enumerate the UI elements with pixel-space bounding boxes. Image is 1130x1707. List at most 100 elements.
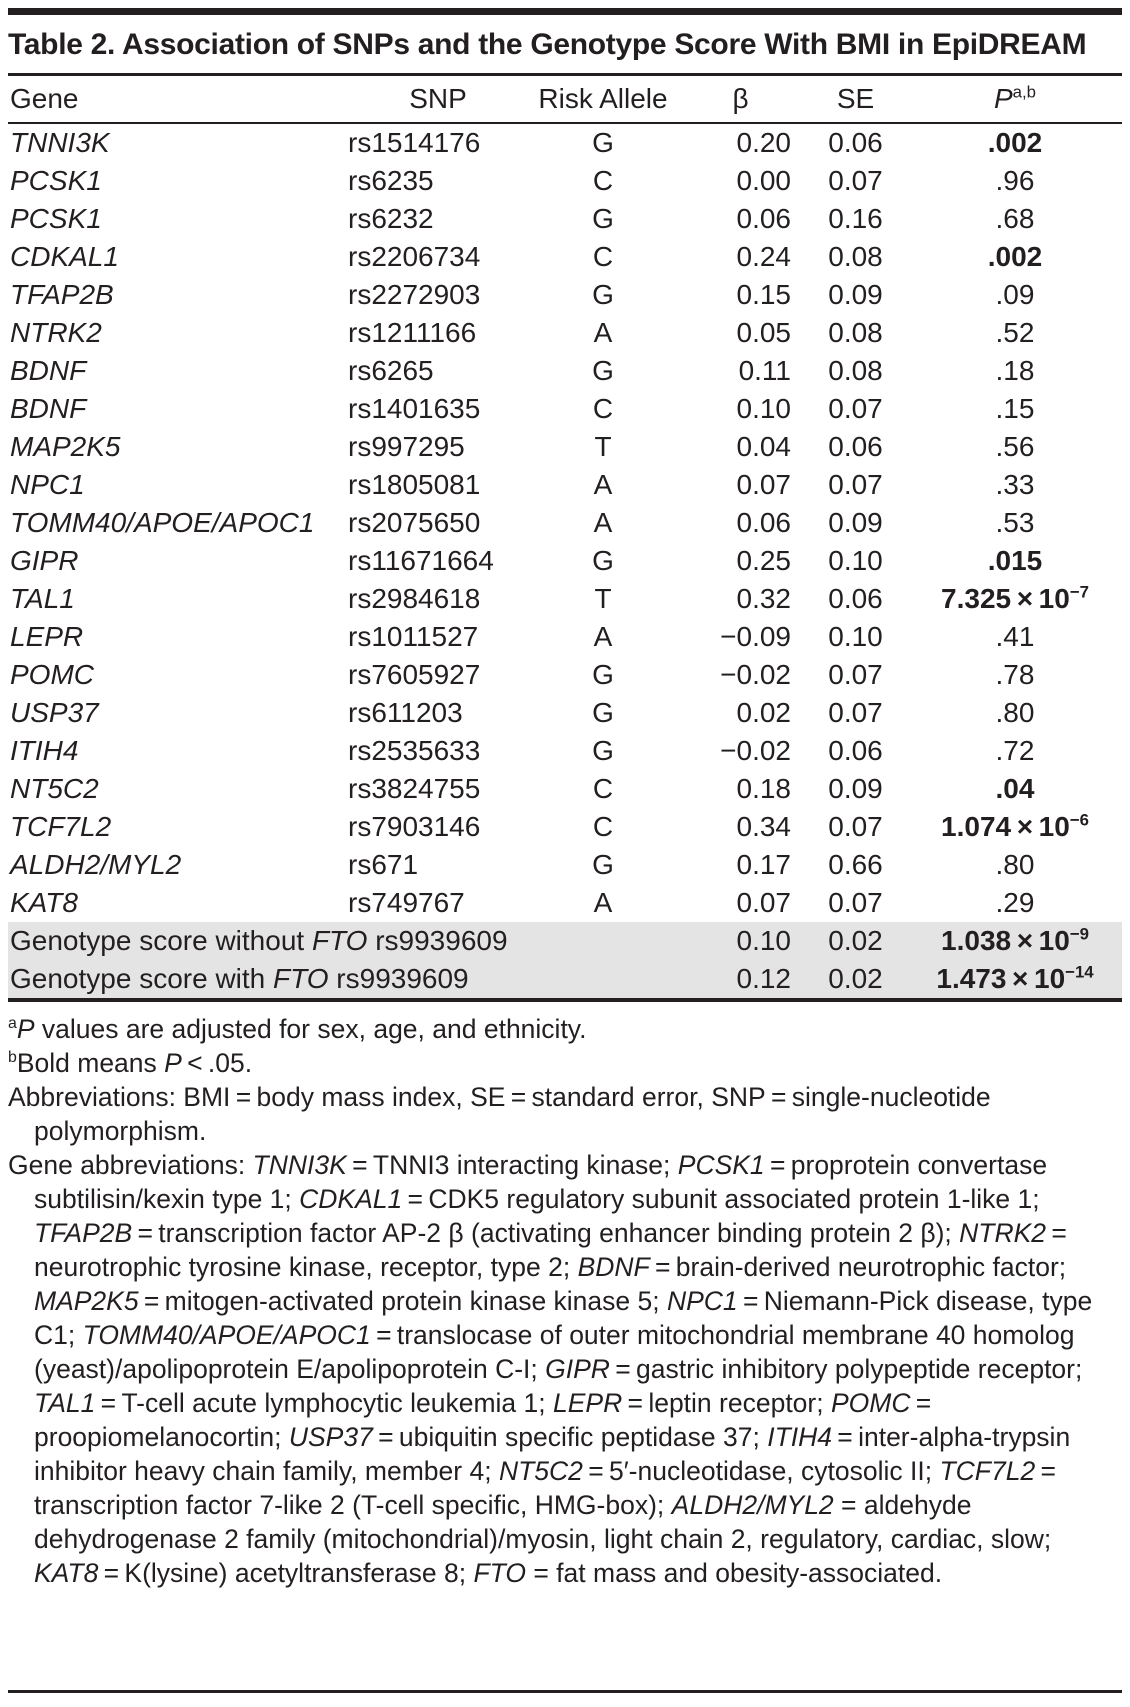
se-cell: 0.09 bbox=[828, 507, 883, 539]
p-value-cell: .56 bbox=[995, 431, 1035, 463]
beta-cell: 0.15 bbox=[736, 279, 792, 311]
col-header-snp: SNP bbox=[348, 74, 528, 125]
table-row: ALDH2/MYL2 rs671 G 0.17 0.66 .80 bbox=[8, 846, 1122, 884]
p-value-cell: .015 bbox=[987, 545, 1043, 577]
beta-cell: 0.24 bbox=[736, 241, 792, 273]
gene-cell: TAL1 bbox=[10, 583, 75, 615]
snp-cell: rs7605927 bbox=[348, 659, 481, 691]
table-row: POMC rs7605927 G −0.02 0.07 .78 bbox=[8, 656, 1122, 694]
se-cell: 0.10 bbox=[828, 621, 883, 653]
snp-cell: rs671 bbox=[348, 849, 419, 881]
snp-cell: rs2984618 bbox=[348, 583, 481, 615]
gene-cell: MAP2K5 bbox=[10, 431, 121, 463]
snp-cell: rs2075650 bbox=[348, 507, 481, 539]
gene-cell: TOMM40/APOE/APOC1 bbox=[10, 507, 315, 539]
risk-allele-cell: A bbox=[593, 507, 613, 539]
snp-cell: rs1514176 bbox=[348, 127, 481, 159]
footnote-abbreviations: Abbreviations: BMI = body mass index, SE… bbox=[8, 1082, 991, 1147]
se-cell: 0.06 bbox=[828, 431, 883, 463]
genotype-score-label: Genotype score without FTO rs9939609 bbox=[8, 922, 678, 961]
p-value-cell: .29 bbox=[995, 887, 1035, 919]
beta-cell: 0.34 bbox=[736, 811, 792, 843]
footnote-bold-meaning: bBold means P < .05. bbox=[8, 1048, 253, 1079]
snp-cell: rs997295 bbox=[348, 431, 465, 463]
risk-allele-cell: G bbox=[592, 545, 614, 577]
se-cell: 0.06 bbox=[828, 735, 883, 767]
beta-cell: 0.06 bbox=[736, 203, 792, 235]
p-value-cell: .002 bbox=[987, 241, 1043, 273]
p-value-cell: .80 bbox=[995, 697, 1035, 729]
gene-cell: PCSK1 bbox=[10, 165, 102, 197]
risk-allele-cell: G bbox=[592, 735, 614, 767]
risk-allele-cell: G bbox=[592, 203, 614, 235]
se-cell: 0.66 bbox=[828, 849, 883, 881]
risk-allele-cell: G bbox=[592, 659, 614, 691]
table-row: GIPR rs11671664 G 0.25 0.10 .015 bbox=[8, 542, 1122, 580]
p-value-cell: .33 bbox=[995, 469, 1035, 501]
se-cell: 0.16 bbox=[828, 203, 883, 235]
snp-cell: rs6235 bbox=[348, 165, 434, 197]
risk-allele-cell: C bbox=[592, 165, 614, 197]
p-value-cell: 7.325 × 10−7 bbox=[941, 582, 1089, 615]
snp-cell: rs1211166 bbox=[348, 317, 477, 349]
snp-association-table: Gene SNP Risk Allele β SE Pa,b TNNI3K rs1… bbox=[8, 73, 1122, 1003]
beta-cell: 0.20 bbox=[736, 127, 792, 159]
table-row: KAT8 rs749767 A 0.07 0.07 .29 bbox=[8, 884, 1122, 922]
beta-cell: −0.02 bbox=[720, 659, 791, 691]
risk-allele-cell: A bbox=[593, 621, 613, 653]
footnote-gene-abbreviations: Gene abbreviations: TNNI3K = TNNI3 inter… bbox=[8, 1150, 1093, 1589]
risk-allele-cell: C bbox=[592, 773, 614, 805]
se-cell: 0.06 bbox=[828, 583, 883, 615]
beta-cell: −0.02 bbox=[720, 735, 791, 767]
p-value-cell: .96 bbox=[995, 165, 1035, 197]
beta-cell: 0.07 bbox=[736, 469, 792, 501]
table-row: BDNF rs6265 G 0.11 0.08 .18 bbox=[8, 352, 1122, 390]
table-row: BDNF rs1401635 C 0.10 0.07 .15 bbox=[8, 390, 1122, 428]
se-cell: 0.07 bbox=[828, 165, 883, 197]
beta-cell: 0.10 bbox=[736, 393, 792, 425]
gene-cell: TFAP2B bbox=[10, 279, 114, 311]
genotype-score-row: Genotype score without FTO rs9939609 0.10… bbox=[8, 922, 1122, 961]
p-value-cell: .52 bbox=[995, 317, 1035, 349]
beta-cell: 0.06 bbox=[736, 507, 792, 539]
table-row: TCF7L2 rs7903146 C 0.34 0.07 1.074 × 10−6 bbox=[8, 808, 1122, 846]
se-cell: 0.07 bbox=[828, 393, 883, 425]
table-row: TFAP2B rs2272903 G 0.15 0.09 .09 bbox=[8, 276, 1122, 314]
gene-cell: NTRK2 bbox=[10, 317, 102, 349]
snp-cell: rs6265 bbox=[348, 355, 434, 387]
risk-allele-cell: C bbox=[592, 393, 614, 425]
table-header: Gene SNP Risk Allele β SE Pa,b bbox=[8, 74, 1122, 125]
p-value-cell: .68 bbox=[995, 203, 1035, 235]
gene-cell: NT5C2 bbox=[10, 773, 99, 805]
se-cell: 0.08 bbox=[828, 241, 883, 273]
table-row: PCSK1 rs6235 C 0.00 0.07 .96 bbox=[8, 162, 1122, 200]
se-cell: 0.09 bbox=[828, 773, 883, 805]
snp-cell: rs611203 bbox=[348, 697, 463, 729]
se-cell: 0.07 bbox=[828, 887, 883, 919]
table-row: MAP2K5 rs997295 T 0.04 0.06 .56 bbox=[8, 428, 1122, 466]
table-row: NTRK2 rs1211166 A 0.05 0.08 .52 bbox=[8, 314, 1122, 352]
footnotes: aP values are adjusted for sex, age, and… bbox=[8, 1012, 1122, 1590]
bottom-rule bbox=[8, 1690, 1122, 1693]
beta-cell: −0.09 bbox=[720, 621, 791, 653]
table-body: TNNI3K rs1514176 G 0.20 0.06 .002 PCSK1 rs6235 C… bbox=[8, 123, 1122, 1001]
p-value-cell: .002 bbox=[987, 127, 1043, 159]
header-row: Gene SNP Risk Allele β SE Pa,b bbox=[8, 74, 1122, 125]
table-row: NT5C2 rs3824755 C 0.18 0.09 .04 bbox=[8, 770, 1122, 808]
p-value-cell: .78 bbox=[995, 659, 1035, 691]
p-value-cell: 1.473 × 10−14 bbox=[908, 960, 1122, 1001]
beta-cell: 0.00 bbox=[736, 165, 792, 197]
beta-cell: 0.07 bbox=[736, 887, 792, 919]
table-row: ITIH4 rs2535633 G −0.02 0.06 .72 bbox=[8, 732, 1122, 770]
p-value-cell: .18 bbox=[995, 355, 1035, 387]
beta-cell: 0.18 bbox=[736, 773, 792, 805]
risk-allele-cell: G bbox=[592, 127, 614, 159]
beta-cell: 0.04 bbox=[736, 431, 792, 463]
se-cell: 0.07 bbox=[828, 811, 883, 843]
se-cell: 0.07 bbox=[828, 659, 883, 691]
gene-cell: ITIH4 bbox=[10, 735, 79, 767]
table-row: CDKAL1 rs2206734 C 0.24 0.08 .002 bbox=[8, 238, 1122, 276]
gene-cell: POMC bbox=[10, 659, 94, 691]
beta-cell: 0.10 bbox=[678, 922, 803, 961]
